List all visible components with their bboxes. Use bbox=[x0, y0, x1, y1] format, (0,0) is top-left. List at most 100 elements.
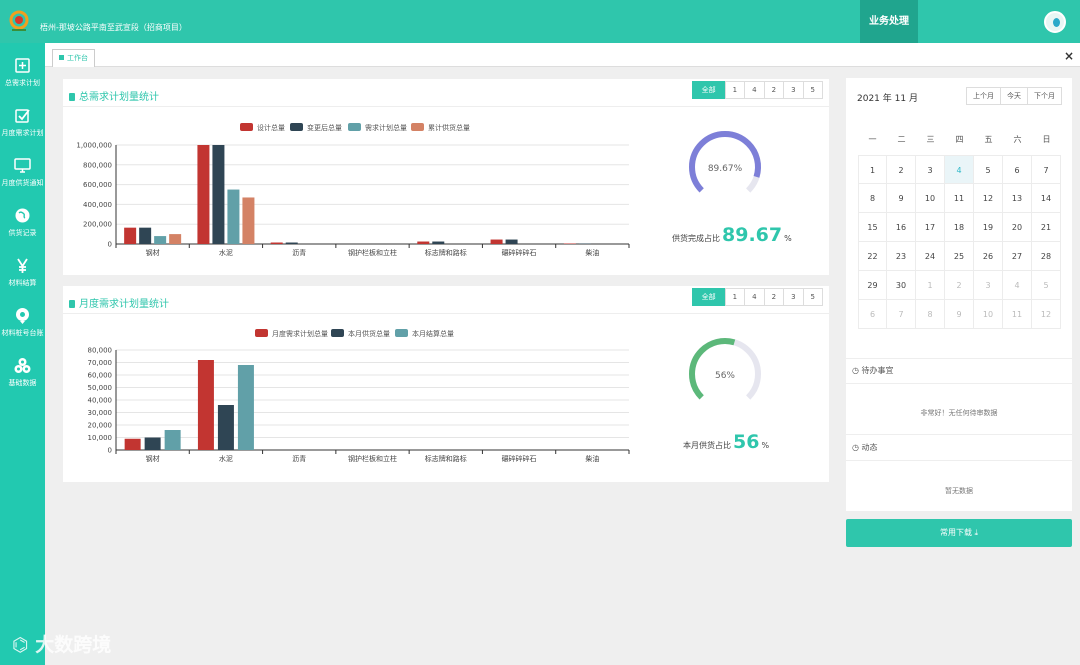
bar[interactable] bbox=[144, 437, 161, 451]
user-avatar[interactable] bbox=[1044, 11, 1066, 33]
calendar-day[interactable]: 11 bbox=[945, 184, 974, 213]
legend-label[interactable]: 月度需求计划总量 bbox=[272, 329, 328, 338]
bar[interactable] bbox=[432, 241, 445, 244]
calendar-day[interactable]: 26 bbox=[974, 242, 1003, 271]
calendar-day[interactable]: 8 bbox=[858, 184, 887, 213]
calendar-day[interactable]: 17 bbox=[916, 213, 945, 242]
legend-label[interactable]: 本月供货总量 bbox=[348, 329, 390, 338]
sidebar-item-monthly-plan[interactable]: 月度需求计划 bbox=[0, 107, 45, 157]
calendar-day[interactable]: 20 bbox=[1003, 213, 1032, 242]
filter-4[interactable]: 4 bbox=[744, 81, 765, 99]
calendar-day[interactable]: 3 bbox=[916, 155, 945, 184]
calendar-day[interactable]: 10 bbox=[916, 184, 945, 213]
sidebar-item-supply-records[interactable]: 供货记录 bbox=[0, 207, 45, 257]
calendar-day[interactable]: 7 bbox=[1032, 155, 1061, 184]
filter-1[interactable]: 1 bbox=[724, 288, 746, 306]
calendar-day[interactable]: 16 bbox=[887, 213, 916, 242]
calendar-day[interactable]: 7 bbox=[887, 300, 916, 329]
calendar-day[interactable]: 27 bbox=[1003, 242, 1032, 271]
prev-month-button[interactable]: 上个月 bbox=[966, 87, 1001, 105]
today-button[interactable]: 今天 bbox=[1000, 87, 1028, 105]
close-icon[interactable]: × bbox=[1063, 49, 1074, 63]
filter-3[interactable]: 3 bbox=[783, 288, 804, 306]
calendar-day-today[interactable]: 4 bbox=[945, 155, 974, 184]
calendar-day[interactable]: 4 bbox=[1003, 271, 1032, 300]
calendar-day[interactable]: 9 bbox=[945, 300, 974, 329]
calendar-day[interactable]: 8 bbox=[916, 300, 945, 329]
bar[interactable] bbox=[139, 227, 152, 244]
bar[interactable] bbox=[227, 189, 240, 244]
calendar-day[interactable]: 6 bbox=[1003, 155, 1032, 184]
calendar-day[interactable]: 21 bbox=[1032, 213, 1061, 242]
bar[interactable] bbox=[124, 227, 137, 244]
bar[interactable] bbox=[417, 241, 430, 244]
calendar-day[interactable]: 12 bbox=[1032, 300, 1061, 329]
calendar-day[interactable]: 29 bbox=[858, 271, 887, 300]
calendar-day[interactable]: 6 bbox=[858, 300, 887, 329]
legend-swatch[interactable] bbox=[411, 123, 424, 131]
calendar-day[interactable]: 23 bbox=[887, 242, 916, 271]
common-downloads-button[interactable]: 常用下载 ⤓ bbox=[846, 519, 1072, 547]
legend-swatch[interactable] bbox=[348, 123, 361, 131]
bar[interactable] bbox=[285, 242, 298, 244]
calendar-day[interactable]: 1 bbox=[858, 155, 887, 184]
sidebar-item-settlement[interactable]: 材料结算 bbox=[0, 257, 45, 307]
calendar-day[interactable]: 3 bbox=[974, 271, 1003, 300]
calendar-day[interactable]: 10 bbox=[974, 300, 1003, 329]
bar[interactable] bbox=[124, 438, 141, 450]
filter-4[interactable]: 4 bbox=[744, 288, 765, 306]
sidebar-item-monthly-notice[interactable]: 月度供货通知 bbox=[0, 157, 45, 207]
bar[interactable] bbox=[154, 236, 167, 244]
calendar-day[interactable]: 5 bbox=[1032, 271, 1061, 300]
sidebar-item-stake-ledger[interactable]: 材料桩号台账 bbox=[0, 307, 45, 357]
calendar-day[interactable]: 2 bbox=[887, 155, 916, 184]
filter-2[interactable]: 2 bbox=[763, 288, 785, 306]
calendar-day[interactable]: 2 bbox=[945, 271, 974, 300]
calendar-day[interactable]: 28 bbox=[1032, 242, 1061, 271]
sidebar-item-total-plan[interactable]: 总需求计划 bbox=[0, 57, 45, 107]
bar[interactable] bbox=[212, 145, 225, 244]
filter-all[interactable]: 全部 bbox=[691, 81, 726, 99]
filter-2[interactable]: 2 bbox=[763, 81, 785, 99]
calendar-day[interactable]: 11 bbox=[1003, 300, 1032, 329]
calendar-day[interactable]: 19 bbox=[974, 213, 1003, 242]
calendar-day[interactable]: 30 bbox=[887, 271, 916, 300]
bar[interactable] bbox=[270, 242, 283, 244]
calendar-day[interactable]: 24 bbox=[916, 242, 945, 271]
legend-label[interactable]: 累计供货总量 bbox=[428, 123, 470, 132]
legend-swatch[interactable] bbox=[290, 123, 303, 131]
calendar-day[interactable]: 15 bbox=[858, 213, 887, 242]
filter-all[interactable]: 全部 bbox=[691, 288, 726, 306]
legend-swatch[interactable] bbox=[240, 123, 253, 131]
bar[interactable] bbox=[217, 405, 234, 450]
legend-label[interactable]: 设计总量 bbox=[257, 123, 285, 132]
legend-swatch[interactable] bbox=[255, 329, 268, 337]
calendar-day[interactable]: 25 bbox=[945, 242, 974, 271]
business-menu-button[interactable]: 业务处理 bbox=[860, 0, 918, 43]
calendar-day[interactable]: 14 bbox=[1032, 184, 1061, 213]
bar[interactable] bbox=[197, 145, 210, 244]
filter-3[interactable]: 3 bbox=[783, 81, 804, 99]
calendar-day[interactable]: 9 bbox=[887, 184, 916, 213]
next-month-button[interactable]: 下个月 bbox=[1027, 87, 1062, 105]
tab-workbench[interactable]: 工作台 bbox=[52, 49, 95, 67]
calendar-day[interactable]: 22 bbox=[858, 242, 887, 271]
bar[interactable] bbox=[164, 430, 181, 450]
calendar-day[interactable]: 1 bbox=[916, 271, 945, 300]
filter-1[interactable]: 1 bbox=[724, 81, 746, 99]
bar[interactable] bbox=[169, 234, 182, 244]
sidebar-item-base-data[interactable]: 基础数据 bbox=[0, 357, 45, 407]
bar[interactable] bbox=[242, 197, 255, 244]
legend-swatch[interactable] bbox=[331, 329, 344, 337]
legend-swatch[interactable] bbox=[395, 329, 408, 337]
bar[interactable] bbox=[490, 239, 503, 244]
bar[interactable] bbox=[197, 360, 214, 450]
filter-5[interactable]: 5 bbox=[802, 288, 823, 306]
filter-5[interactable]: 5 bbox=[802, 81, 823, 99]
legend-label[interactable]: 变更后总量 bbox=[307, 123, 342, 132]
calendar-day[interactable]: 5 bbox=[974, 155, 1003, 184]
bar[interactable] bbox=[505, 239, 518, 244]
legend-label[interactable]: 需求计划总量 bbox=[365, 123, 407, 132]
legend-label[interactable]: 本月结算总量 bbox=[412, 329, 454, 338]
calendar-day[interactable]: 13 bbox=[1003, 184, 1032, 213]
